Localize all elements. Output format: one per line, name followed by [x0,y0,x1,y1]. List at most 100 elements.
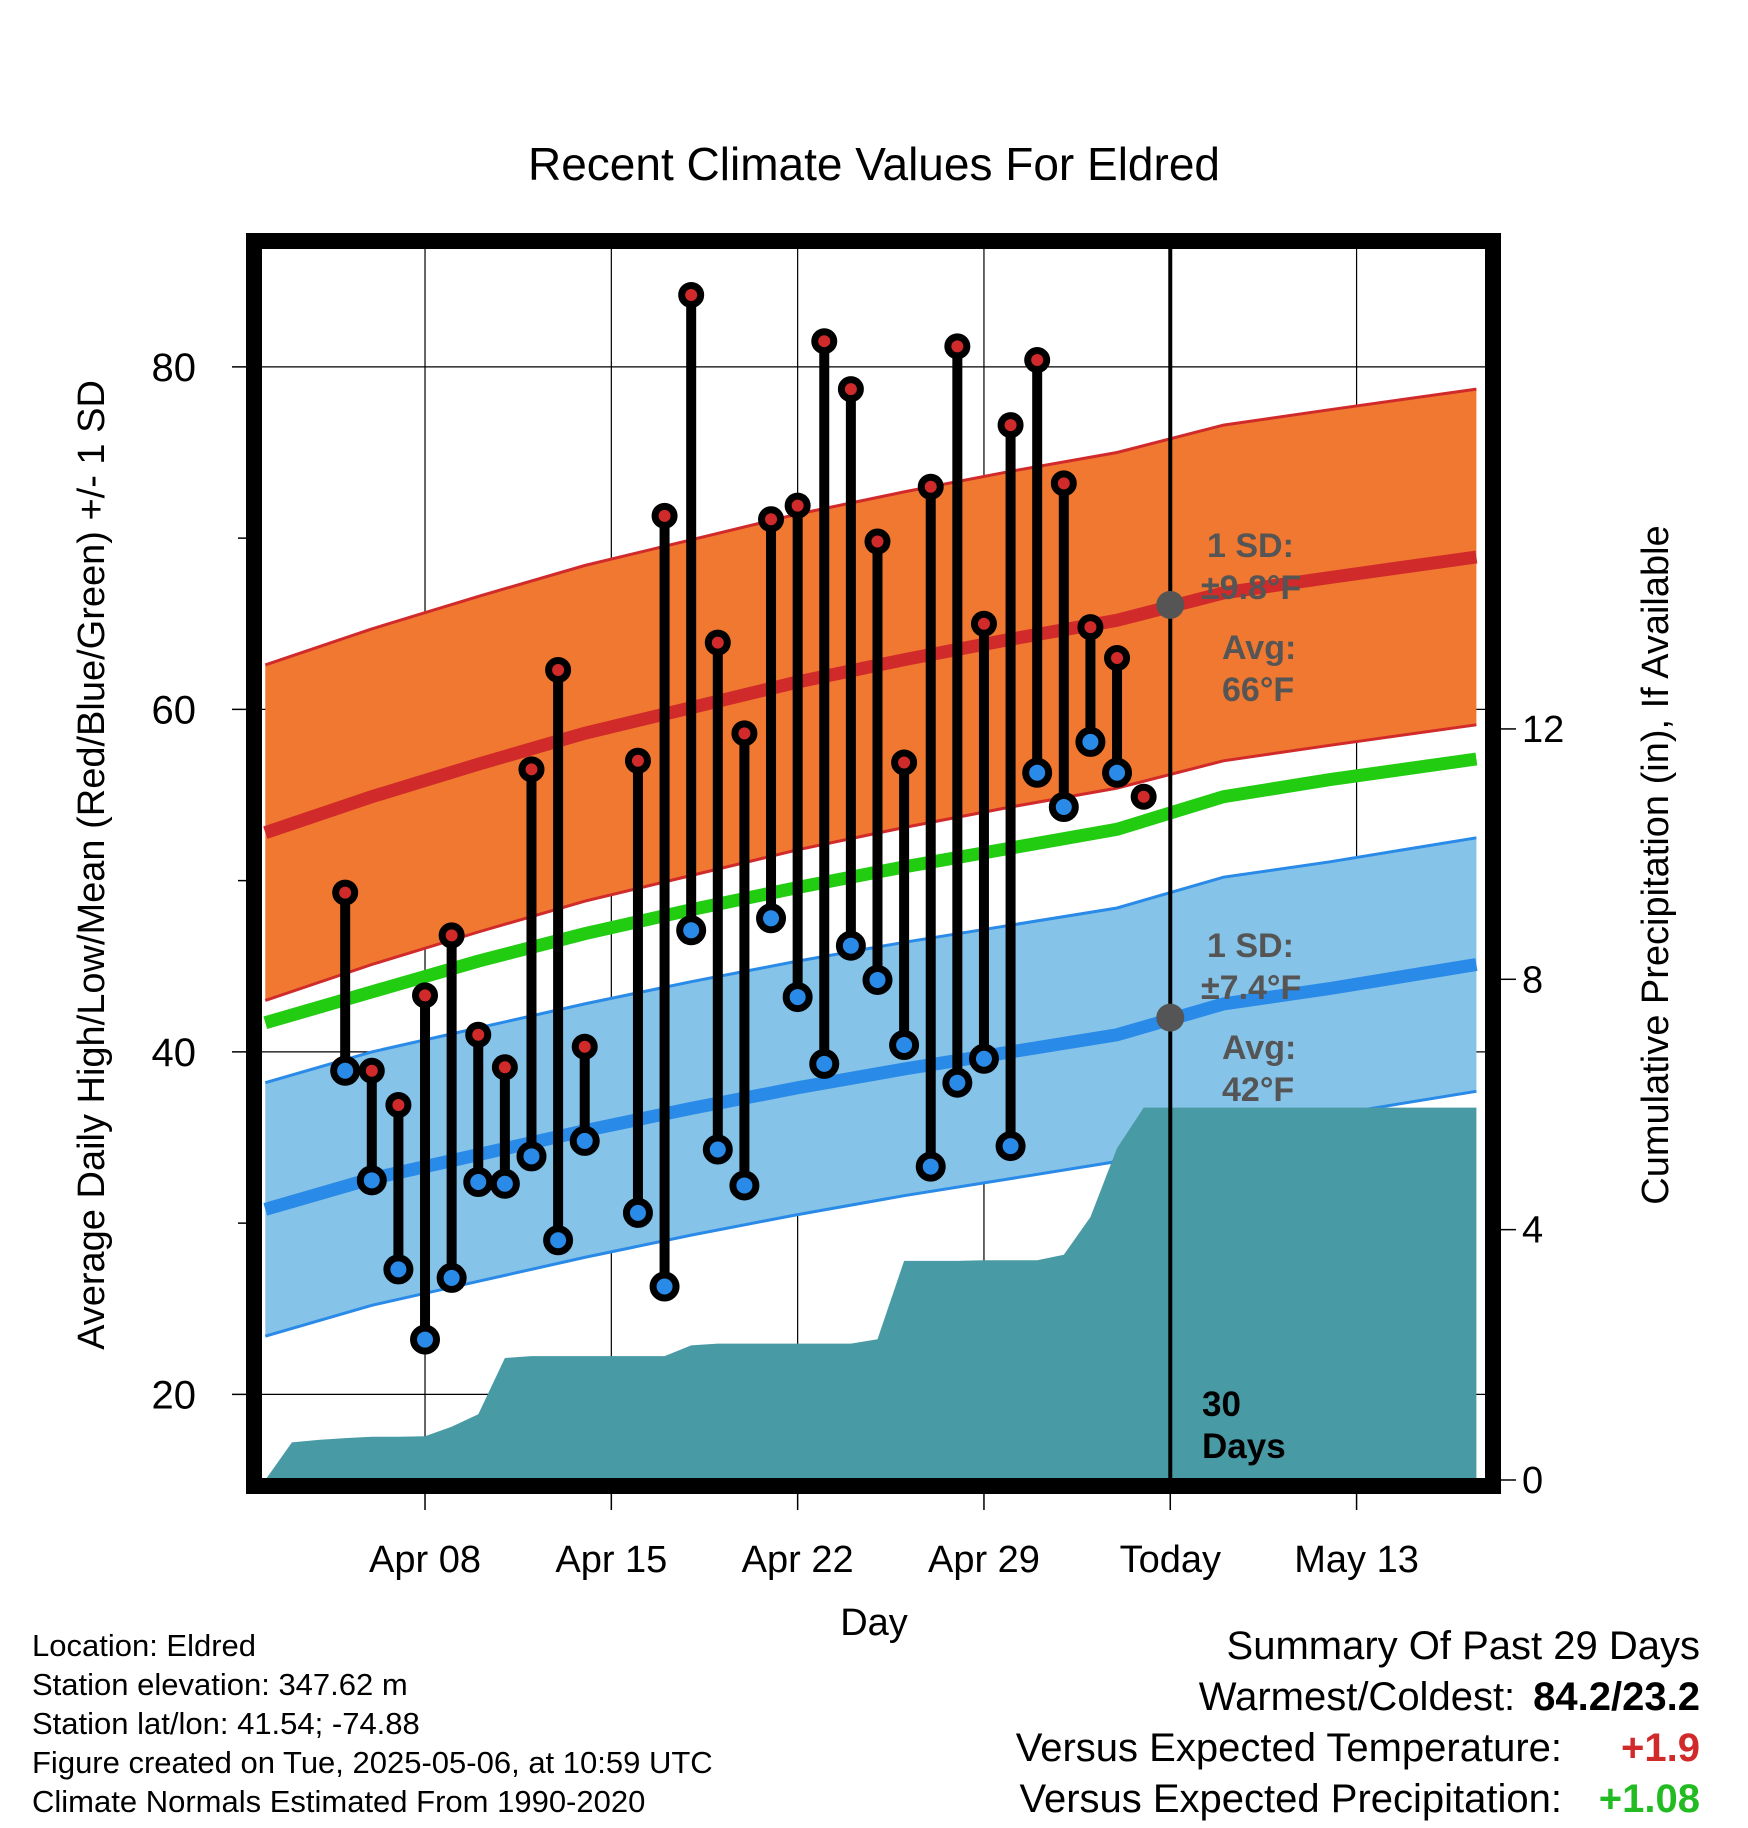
high-sd-value: ±9.8°F [1201,569,1301,607]
high-sd-band [265,389,1477,1001]
latlon-text: Station lat/lon: 41.54; -74.88 [32,1706,420,1741]
high-point [917,473,944,500]
high-point [758,506,785,533]
low-avg-label: Avg: [1222,1029,1296,1067]
high-point [891,749,918,776]
low-point [356,1165,387,1196]
plot-inner [260,247,1487,1480]
low-sd-value: ±7.4°F [1201,969,1301,1007]
high-point [678,281,705,308]
low-point [835,930,866,961]
high-point [970,610,997,637]
low-point [702,1134,733,1165]
temp-vs-expected-row: Versus Expected Temperature: +1.9 [1016,1723,1700,1774]
plot-area: 1 SD: ±9.8°F Avg: 66°F 1 SD: ±7.4°F Avg: 42°F 30… [152,233,1564,1581]
high-point [1077,614,1104,641]
x-tick-label: Apr 22 [742,1539,854,1581]
today-high-avg-dot [1156,590,1185,619]
y-tick-label: 60 [152,688,197,732]
low-point [569,1125,600,1156]
today-days-label-2: Days [1202,1427,1286,1466]
summary-title: Summary Of Past 29 Days [1226,1624,1700,1668]
created-text: Figure created on Tue, 2025-05-06, at 10… [32,1745,713,1780]
low-point [862,964,893,995]
low-point [1022,757,1053,788]
y-tick-label: 20 [152,1373,197,1417]
high-point [1024,347,1051,374]
low-avg-value: 42°F [1222,1071,1294,1109]
low-point [463,1167,494,1198]
high-point [997,412,1024,439]
low-point [889,1030,920,1061]
high-point [358,1057,385,1084]
low-point [649,1271,680,1302]
x-axis-label: Day [840,1602,908,1644]
low-avg-line [263,958,1478,1216]
low-point [489,1168,520,1199]
temp-vs-expected-label: Versus Expected Temperature: [1015,1726,1562,1770]
x-tick-label: Apr 15 [555,1539,667,1581]
warmest-coldest-row: Warmest/Coldest: 84.2/23.2 [1016,1672,1700,1723]
high-point [864,528,891,555]
low-point [676,915,707,946]
high-point [837,376,864,403]
low-point [1102,757,1133,788]
high-point [518,756,545,783]
x-tick-label: Apr 29 [928,1539,1040,1581]
summary-panel: Summary Of Past 29 Days Warmest/Coldest:… [1016,1621,1700,1825]
low-sd-band [265,837,1477,1337]
high-point [731,720,758,747]
low-point [756,903,787,934]
y2-tick-label: 4 [1522,1210,1543,1252]
x-tick-label: Apr 08 [369,1539,481,1581]
low-sd-label: 1 SD: [1207,927,1294,965]
precip-area [265,1107,1477,1480]
normals-text: Climate Normals Estimated From 1990-2020 [32,1784,646,1819]
precip-vs-expected-label: Versus Expected Precipitation: [1019,1777,1562,1821]
high-point [465,1021,492,1048]
today-low-avg-dot [1156,1003,1185,1032]
low-point [1048,791,1079,822]
high-point [704,629,731,656]
high-point [1104,645,1131,671]
high-point [545,656,572,683]
low-point [729,1170,760,1201]
high-point [438,922,465,949]
low-point [809,1048,840,1079]
x-tick-label: Today [1120,1539,1221,1581]
plot-frame [246,233,1501,1494]
low-point [383,1254,414,1285]
high-point [944,333,971,360]
low-point [995,1131,1026,1162]
high-avg-label: Avg: [1222,629,1296,667]
location-text: Location: Eldred [32,1628,257,1663]
y-axis-label: Average Daily High/Low/Mean (Red/Blue/Gr… [71,380,113,1350]
station-info: Location: Eldred Station elevation: 347.… [32,1626,713,1821]
today-days-label-1: 30 [1202,1385,1241,1424]
y-tick-label: 80 [152,346,197,390]
y2-tick-label: 12 [1522,709,1564,751]
temp-vs-expected-value: +1.9 [1621,1726,1700,1770]
y2-tick-label: 8 [1522,959,1543,1001]
low-point [330,1055,361,1086]
high-point [811,328,838,355]
low-point [622,1197,653,1228]
precip-vs-expected-row: Versus Expected Precipitation: +1.08 [1016,1774,1700,1825]
precip-vs-expected-value: +1.08 [1598,1777,1700,1821]
high-avg-value: 66°F [1222,671,1294,709]
chart-title: Recent Climate Values For Eldred [528,138,1220,190]
low-point [942,1067,973,1098]
high-point [624,747,651,774]
low-point [436,1262,467,1293]
high-point [412,982,439,1009]
low-point [410,1324,441,1355]
low-point [782,982,813,1013]
high-point [571,1033,598,1060]
low-point [516,1141,547,1172]
high-point [784,492,811,519]
y2-axis-label: Cumulative Precipitation (in), If Availa… [1635,525,1677,1204]
high-point [1130,783,1157,810]
low-point [1075,726,1106,757]
high-point [385,1091,412,1118]
